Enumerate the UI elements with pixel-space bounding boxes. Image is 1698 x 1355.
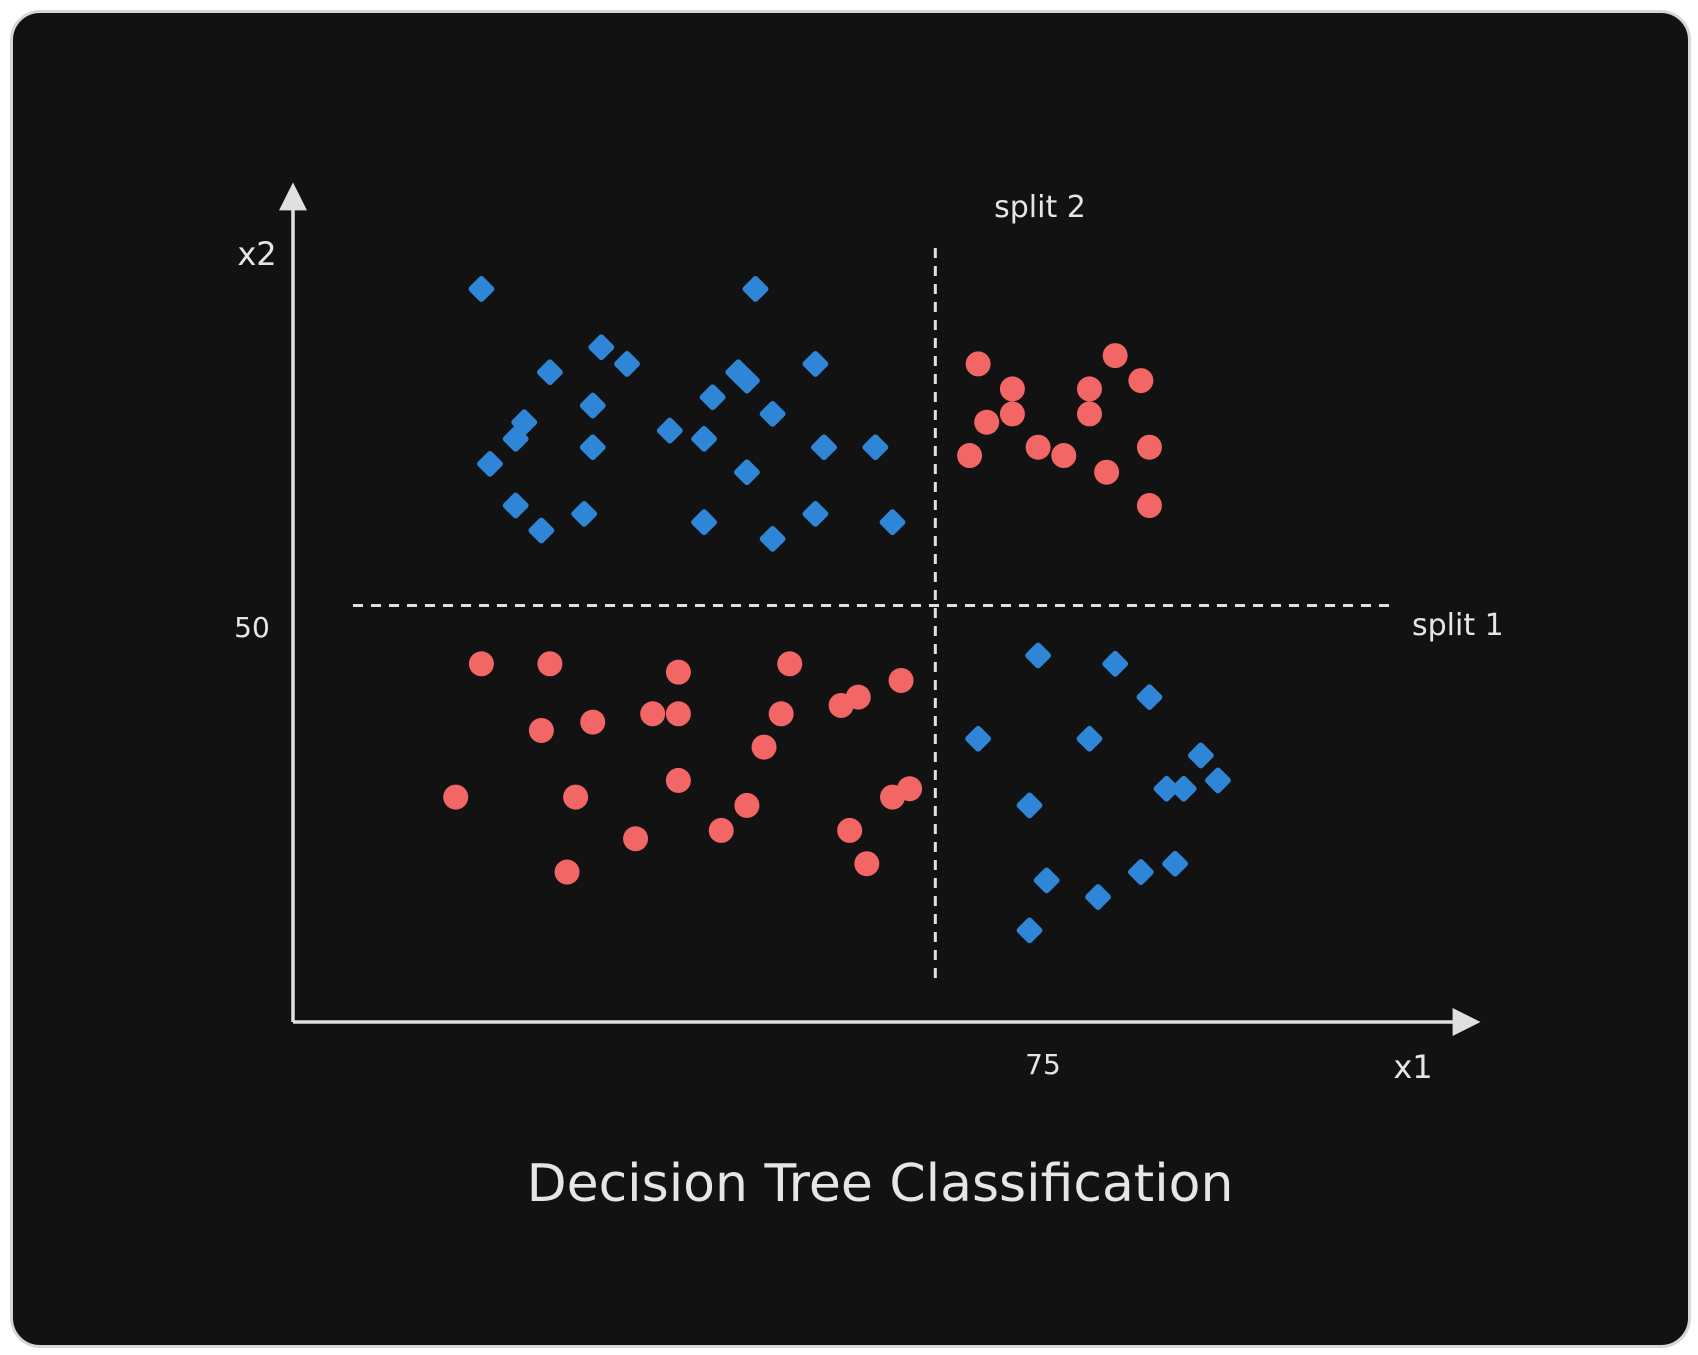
diamond-point [1136,684,1163,711]
circle-point [999,401,1025,427]
diamond-point [528,517,555,544]
circle-point [1076,401,1102,427]
diamond-point [537,359,563,386]
diamond-point [691,426,717,452]
diamond-point [502,426,529,452]
diamond-point [1170,775,1197,802]
diamond-point [759,525,786,552]
circle-point [768,701,794,727]
diamond-point [1162,850,1189,877]
x-tick-label: 75 [1025,1048,1061,1081]
circle-point [897,776,923,802]
circle-point [468,651,494,677]
split-1-label: split 1 [1412,608,1504,643]
diamond-point [699,384,726,411]
circle-point [965,351,991,377]
diamond-point [1187,742,1214,769]
split-2-label: split 2 [994,190,1086,225]
diamond-point [691,509,717,536]
diamond-point [1085,884,1111,910]
diamond-point [614,351,640,377]
circle-point [974,409,1000,435]
diamond-point [1127,859,1154,885]
diamond-point [579,392,606,419]
diamond-point [811,434,837,461]
diamond-point [1016,792,1043,819]
diamond-point [862,434,889,461]
circle-point [1076,376,1102,402]
circle-point [623,826,649,852]
circle-point [888,667,914,693]
circle-point [580,709,606,735]
diamond-point [477,450,503,477]
chart-title: Decision Tree Classification [527,1154,1234,1214]
diamond-point [1016,917,1043,944]
diamond-point [1033,867,1060,894]
y-tick-label: 50 [234,611,270,644]
diamond-point [965,725,992,752]
circle-point [1102,343,1128,369]
circle-point [708,817,734,843]
circle-point [665,767,691,793]
diamond-point [802,500,829,527]
diamond-point [502,492,529,519]
diamond-point [742,276,769,302]
y-axis-label: x2 [237,235,276,273]
x-axis-label: x1 [1393,1048,1432,1086]
diamond-point [734,459,760,486]
circle-point [1051,443,1077,469]
circle-point [443,784,469,810]
circle-point [854,851,880,877]
diamond-point [802,351,829,377]
circle-point [1136,493,1162,519]
diamond-point [734,367,760,394]
diamond-point [656,417,683,444]
circle-point [1025,434,1051,460]
diamond-point [1153,775,1180,802]
circle-point [828,692,854,718]
chart-card [10,10,1691,1348]
circle-point [751,734,777,760]
circle-point [563,784,589,810]
diamond-point [1025,642,1051,669]
circle-point [528,717,554,743]
circle-point [665,659,691,685]
diamond-point [759,401,786,427]
circle-point [1136,434,1162,460]
circle-point [640,701,666,727]
circle-point [1128,368,1154,394]
circle-point [734,792,760,818]
diamond-point [571,500,598,527]
circle-point [777,651,803,677]
circle-point [999,376,1025,402]
circle-point [537,651,563,677]
diamond-point [588,334,615,361]
diamond-point [1205,767,1231,794]
diamond-point [468,276,495,302]
circle-point [957,443,983,469]
circle-point [837,817,863,843]
diamond-point [879,509,906,536]
circle-point [1094,459,1120,485]
circle-point [554,859,580,885]
diamond-point [1102,650,1129,677]
diamond-point [1076,725,1103,752]
diamond-point [579,434,606,461]
circle-point [665,701,691,727]
